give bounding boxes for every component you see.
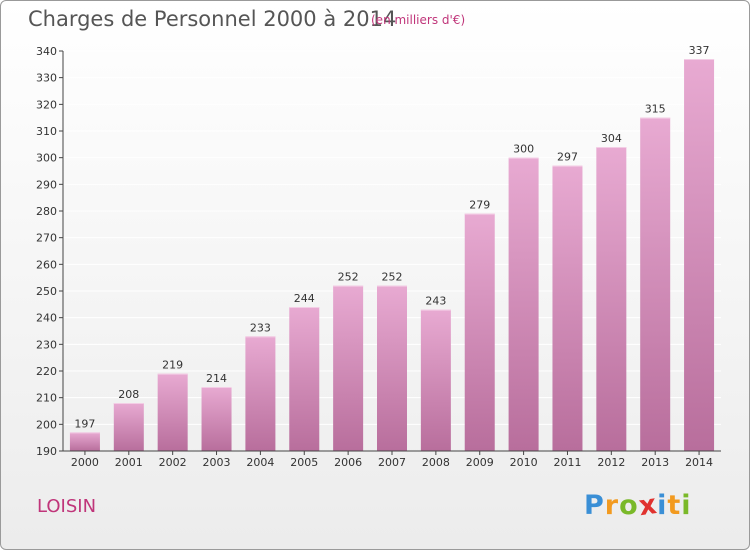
y-tick-label: 330: [36, 72, 57, 85]
y-tick-label: 240: [36, 312, 57, 325]
y-tick-label: 220: [36, 365, 57, 378]
bars: [69, 59, 715, 452]
y-tick-label: 300: [36, 152, 57, 165]
data-label: 233: [250, 321, 271, 334]
x-tick-label: 2011: [553, 456, 581, 469]
y-tick-label: 340: [36, 45, 57, 58]
data-label: 243: [425, 295, 446, 308]
x-tick-label: 2014: [685, 456, 713, 469]
bar: [201, 387, 232, 451]
data-label: 219: [162, 359, 183, 372]
logo-letter: o: [619, 490, 639, 521]
bar: [552, 165, 583, 451]
y-tick-label: 310: [36, 125, 57, 138]
x-tick-label: 2004: [246, 456, 274, 469]
data-label: 252: [382, 271, 403, 284]
y-tick-label: 250: [36, 285, 57, 298]
bar: [245, 336, 276, 451]
y-tick-label: 320: [36, 98, 57, 111]
bar: [333, 285, 364, 451]
x-tick-label: 2010: [510, 456, 538, 469]
x-tick-label: 2009: [466, 456, 494, 469]
bar: [420, 309, 451, 451]
proxiti-logo[interactable]: Proxiti: [584, 488, 692, 523]
x-tick-label: 2002: [159, 456, 187, 469]
logo-letter: i: [657, 490, 668, 521]
bar: [508, 157, 539, 451]
data-label: 297: [557, 151, 578, 164]
logo-letter: i: [681, 490, 692, 521]
logo-letter: t: [667, 490, 682, 521]
data-label: 252: [338, 271, 359, 284]
bar: [640, 117, 671, 452]
data-labels: 197 208 219 214 233 244 252 252 243 279 300 297 304 3…: [74, 44, 709, 430]
commune-name: LOISIN: [37, 496, 97, 517]
bar: [464, 213, 495, 451]
data-label: 208: [118, 388, 139, 401]
bar: [377, 285, 407, 451]
axes: 190 200 210 220 230 240 250 260 270 280 290 300 310 3…: [36, 45, 721, 469]
y-tick-label: 230: [36, 338, 57, 351]
data-label: 214: [206, 372, 227, 385]
bar: [684, 59, 715, 451]
x-tick-label: 2006: [334, 456, 362, 469]
data-label: 197: [74, 417, 95, 430]
y-tick-label: 280: [36, 205, 57, 218]
x-tick-label: 2003: [203, 456, 231, 469]
x-tick-label: 2008: [422, 456, 450, 469]
bar: [289, 307, 320, 451]
x-tick-label: 2012: [597, 456, 625, 469]
y-tick-label: 210: [36, 392, 57, 405]
x-tick-label: 2013: [641, 456, 669, 469]
data-label: 244: [294, 292, 315, 305]
x-tick-label: 2005: [290, 456, 318, 469]
logo-letter: x: [636, 488, 660, 523]
data-label: 279: [469, 199, 490, 212]
logo-letter: r: [604, 490, 620, 521]
data-label: 315: [645, 103, 666, 116]
y-tick-label: 200: [36, 418, 57, 431]
x-tick-label: 2007: [378, 456, 406, 469]
y-tick-label: 190: [36, 445, 57, 458]
chart-subtitle: (en milliers d'€): [371, 13, 466, 27]
logo-letter: P: [584, 490, 605, 521]
data-label: 304: [601, 132, 622, 145]
bar: [157, 373, 188, 451]
y-tick-label: 290: [36, 178, 57, 191]
bar: [113, 403, 144, 451]
y-tick-label: 270: [36, 232, 57, 245]
bar: [596, 147, 627, 451]
chart-title: Charges de Personnel 2000 à 2014: [28, 7, 397, 31]
x-tick-label: 2000: [71, 456, 99, 469]
x-tick-label: 2001: [115, 456, 143, 469]
data-label: 300: [513, 143, 534, 156]
y-tick-label: 260: [36, 258, 57, 271]
bar: [69, 432, 100, 451]
data-label: 337: [689, 44, 710, 57]
